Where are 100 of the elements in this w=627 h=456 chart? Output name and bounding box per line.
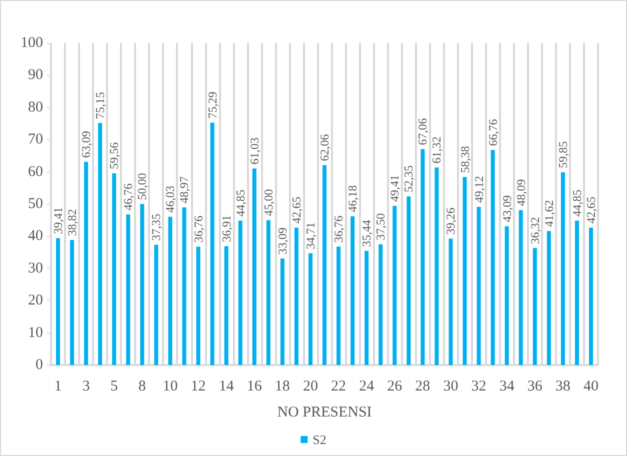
bar <box>210 122 214 365</box>
data-label: 61,03 <box>247 137 262 164</box>
bar <box>182 207 186 365</box>
data-label: 36,91 <box>219 215 234 242</box>
legend-label: S2 <box>312 432 326 447</box>
bar <box>462 177 467 365</box>
x-tick-label: 32 <box>471 378 486 394</box>
x-tick-label: 28 <box>415 378 430 394</box>
data-label: 61,32 <box>430 136 444 164</box>
data-label: 35,44 <box>360 220 374 247</box>
bar <box>504 226 509 365</box>
y-tick-label: 70 <box>28 132 43 148</box>
bar <box>574 220 579 365</box>
bar <box>224 246 228 365</box>
y-tick-label: 0 <box>36 357 43 373</box>
y-tick-label: 40 <box>28 228 43 244</box>
bar <box>280 258 284 365</box>
data-label: 42,65 <box>289 196 304 224</box>
bar <box>238 220 242 365</box>
y-tick-label: 50 <box>28 196 43 212</box>
bar <box>350 216 355 365</box>
y-tick-label: 10 <box>28 324 43 341</box>
bar <box>434 168 439 365</box>
bar <box>56 238 60 365</box>
bar <box>308 253 312 365</box>
data-label: 63,09 <box>79 130 94 158</box>
data-label: 67,06 <box>416 118 430 146</box>
y-tick-label: 80 <box>28 99 43 116</box>
x-tick-label: 5 <box>110 378 118 394</box>
bar <box>196 246 200 365</box>
data-label: 48,09 <box>514 179 528 206</box>
data-label: 36,76 <box>191 216 206 243</box>
data-label: 39,26 <box>444 208 458 235</box>
data-label: 36,32 <box>528 217 542 244</box>
data-label: 37,50 <box>374 213 388 240</box>
bar <box>294 228 298 365</box>
data-label: 50,00 <box>135 173 150 200</box>
x-tick-label: 30 <box>443 378 458 394</box>
bar <box>490 150 495 365</box>
bar <box>126 214 130 365</box>
x-tick-label: 20 <box>302 378 318 394</box>
bar <box>266 220 270 365</box>
y-tick-label: 100 <box>20 35 43 51</box>
x-tick-label: 34 <box>499 378 515 394</box>
data-label: 42,65 <box>584 196 598 224</box>
y-tick-label: 20 <box>28 292 43 309</box>
bar <box>70 240 74 365</box>
x-tick-label: 18 <box>274 378 290 394</box>
bar <box>252 168 256 365</box>
data-label: 75,29 <box>205 92 220 119</box>
data-label: 36,76 <box>332 216 346 243</box>
x-tick-label: 26 <box>387 378 403 394</box>
data-label: 58,38 <box>458 146 472 174</box>
x-tick-label: 38 <box>555 378 570 394</box>
bar <box>532 248 537 365</box>
bar <box>98 123 102 365</box>
bar <box>112 173 116 365</box>
bar <box>140 204 144 365</box>
x-axis-title: NO PRESENSI <box>277 404 372 420</box>
bar <box>588 228 593 365</box>
data-label: 59,56 <box>107 142 122 170</box>
x-tick-label: 12 <box>190 378 206 394</box>
data-label: 46,18 <box>346 185 360 212</box>
data-label: 59,85 <box>556 141 570 168</box>
bar <box>518 210 523 365</box>
y-tick-label: 60 <box>28 164 43 180</box>
data-label: 49,12 <box>472 176 486 203</box>
data-label: 33,09 <box>275 227 290 254</box>
bar <box>364 250 369 365</box>
x-tick-label: 16 <box>246 378 262 394</box>
data-label: 75,15 <box>93 92 108 120</box>
data-label: 34,71 <box>303 222 318 250</box>
data-label: 45,00 <box>261 189 276 216</box>
data-label: 39,41 <box>51 207 66 234</box>
data-label: 44,85 <box>233 190 248 217</box>
x-tick-label: 22 <box>331 378 346 394</box>
x-tick-label: 36 <box>527 378 543 394</box>
x-tick-label: 3 <box>82 378 90 394</box>
data-label: 43,09 <box>500 195 514 222</box>
x-tick-label: 1 <box>54 378 62 394</box>
data-label: 37,35 <box>149 214 164 241</box>
bar <box>560 172 565 365</box>
bar <box>322 165 326 365</box>
x-tick-label: 8 <box>138 378 146 394</box>
x-tick-label: 14 <box>218 378 234 394</box>
bar <box>420 149 425 365</box>
bar <box>84 162 88 365</box>
bar <box>154 244 158 365</box>
data-label: 46,03 <box>163 186 178 213</box>
data-label: 62,06 <box>318 134 332 162</box>
data-label: 38,82 <box>65 209 80 236</box>
data-label: 44,85 <box>570 190 584 217</box>
data-label: 52,35 <box>402 165 416 192</box>
bar <box>476 206 481 365</box>
data-label: 49,41 <box>388 174 402 202</box>
bar <box>448 238 453 365</box>
bar <box>546 230 551 365</box>
data-label: 41,62 <box>542 200 556 227</box>
bar <box>336 246 341 365</box>
x-tick-label: 40 <box>583 378 598 394</box>
